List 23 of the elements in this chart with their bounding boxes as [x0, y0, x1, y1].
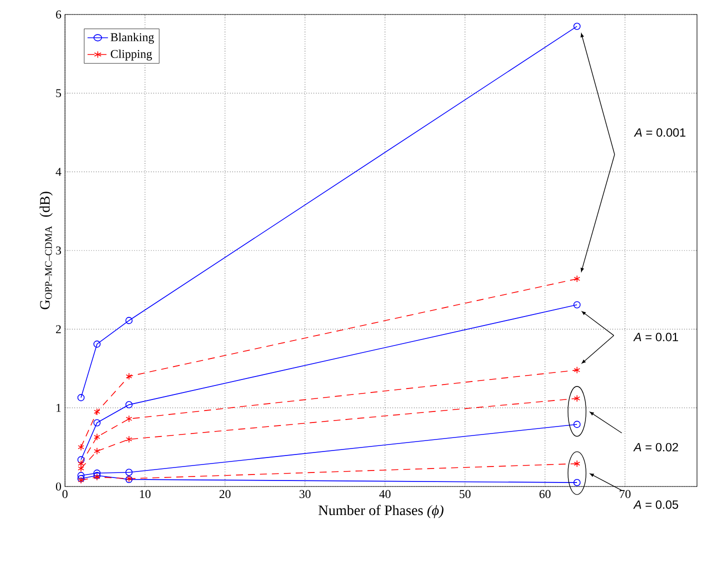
y-axis-title: $\mathrm{G}_{\textrm{OPP–MC–CDMA}}\;\;\textrm{(dB)}$	[40, 192, 53, 310]
x-tick-label: 50	[460, 490, 471, 498]
annotation: A = 0.001	[634, 128, 686, 137]
text: A = 0.05	[633, 500, 678, 509]
legend-label: Clipping	[110, 50, 152, 60]
legend-label: Blanking	[110, 32, 154, 44]
x-tick-label: 60	[540, 490, 551, 498]
x-tick-label: 0	[62, 490, 68, 498]
y-tick-label: 4	[56, 168, 62, 176]
y-tick-label: 2	[56, 325, 61, 334]
y-tick-label: 0	[56, 482, 62, 491]
x-tick-label: 40	[379, 490, 391, 498]
x-tick-label: 70	[620, 490, 631, 498]
y-tick-label: 5	[56, 89, 62, 98]
x-tick-label: 10	[140, 490, 151, 498]
x-tick-label: 30	[300, 490, 311, 498]
x-tick-label: 20	[220, 490, 231, 498]
x-axis-title: Number of Phases (ϕ)	[318, 504, 444, 518]
y-tick-label: 1	[56, 404, 61, 412]
annotation: A = 0.02	[633, 442, 678, 452]
y-tick-label: 6	[56, 10, 62, 19]
y-tick-label: 3	[56, 246, 62, 255]
annotation: A = 0.01	[633, 332, 678, 342]
